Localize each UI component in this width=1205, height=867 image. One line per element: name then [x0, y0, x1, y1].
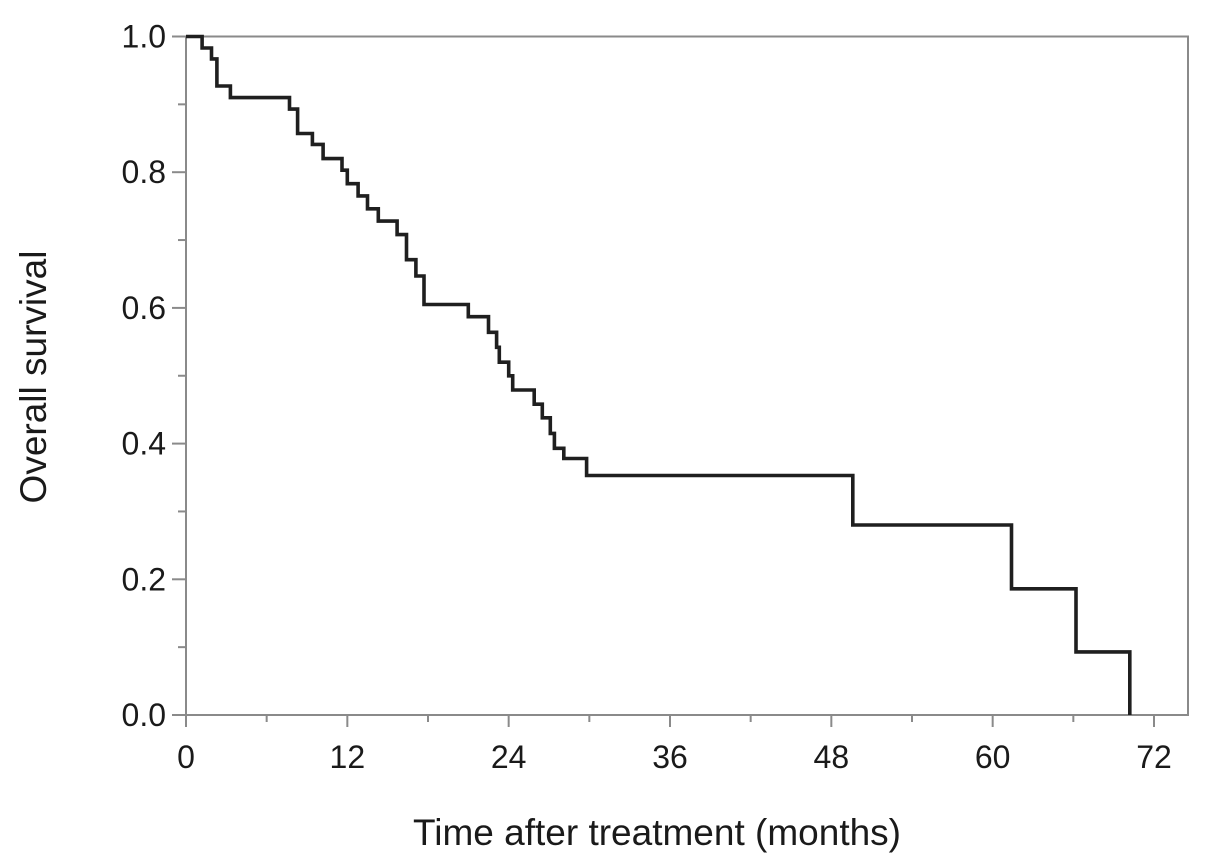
y-axis-title: Overall survival [13, 251, 54, 504]
survival-curve [186, 34, 1132, 715]
x-tick-label: 0 [177, 739, 195, 775]
y-tick-labels: 0.0 0.2 0.4 0.6 0.8 1.0 [122, 19, 166, 734]
x-tick-label: 60 [975, 739, 1011, 775]
y-tick-label: 0.8 [122, 154, 166, 190]
y-tick-label: 0.4 [122, 426, 166, 462]
x-axis-ticks [185, 715, 1155, 727]
x-tick-label: 12 [330, 739, 366, 775]
y-tick-label: 0.2 [122, 561, 166, 597]
y-axis-ticks [172, 35, 186, 716]
x-tick-label: 36 [652, 739, 688, 775]
x-tick-label: 72 [1136, 739, 1172, 775]
y-tick-label: 0.0 [122, 697, 166, 733]
y-tick-label: 1.0 [122, 19, 166, 55]
x-tick-label: 24 [491, 739, 527, 775]
plot-frame [185, 35, 1189, 716]
y-tick-label: 0.6 [122, 290, 166, 326]
x-tick-labels: 0 12 24 36 48 60 72 [177, 739, 1172, 775]
x-axis-title: Time after treatment (months) [413, 812, 901, 853]
x-tick-label: 48 [814, 739, 850, 775]
